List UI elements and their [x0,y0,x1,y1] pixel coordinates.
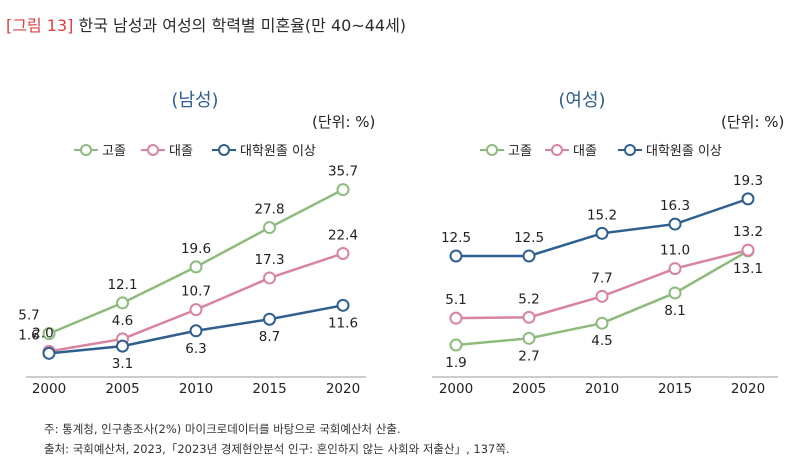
data-point [263,312,276,326]
data-point [449,338,463,352]
x-tick-label: 2010 [585,381,619,397]
data-point [595,289,609,303]
data-label: 1.9 [445,355,466,371]
data-label: 1.6 [18,327,39,343]
x-tick-label: 2010 [179,381,213,397]
data-label: 12.5 [514,230,544,246]
panel-subtitle: (여성) [558,90,605,111]
data-label: 5.2 [518,291,539,307]
data-label: 4.5 [591,333,612,349]
legend-label: 대졸 [169,144,193,159]
data-point [116,339,129,353]
x-tick-label: 2015 [252,381,286,397]
data-point [668,286,682,300]
data-label: 13.1 [733,261,763,277]
data-label: 22.4 [328,227,358,243]
data-label: 11.6 [328,315,358,331]
data-point [336,183,350,197]
data-label: 15.2 [587,207,617,223]
data-point [263,271,276,285]
data-label: 4.6 [112,313,133,329]
source-text: 출처: 국회예산처, 2023,「2023년 경제현안분석 인구: 혼인하지 않… [44,442,510,456]
data-point [741,192,755,206]
data-point [449,249,463,263]
data-label: 12.5 [441,230,471,246]
legend-label: 고졸 [102,144,126,159]
data-point [741,243,755,257]
x-tick-label: 2020 [326,381,360,397]
legend-marker [218,144,230,156]
data-point [336,298,350,312]
legend-label: 고졸 [508,144,532,159]
x-tick-label: 2020 [731,381,765,397]
panel-subtitle: (남성) [171,90,218,111]
data-label: 17.3 [254,252,284,268]
data-label: 7.7 [591,270,612,286]
data-point [668,262,682,276]
legend-marker [147,144,159,156]
data-label: 2.7 [518,348,539,364]
data-point [595,316,609,330]
x-tick-label: 2000 [32,381,66,397]
chart-canvas: (남성) (단위: %) 고졸 대졸 대학원졸 이상 2000 2005 2010 2015 20… [18,90,784,397]
legend-marker [624,144,636,156]
data-label: 27.8 [254,202,284,218]
data-label: 3.1 [112,356,133,372]
data-point [522,331,536,345]
legend-marker [486,144,498,156]
data-point [42,346,56,360]
data-label: 2.0 [32,325,53,341]
data-label: 13.2 [733,224,763,240]
data-point [42,327,56,341]
legend-label: 대졸 [573,144,597,159]
figure-label: [그림 13] [6,16,74,35]
data-label: 11.0 [660,243,690,259]
data-point [522,310,536,324]
data-label: 19.3 [733,173,763,189]
figure-title: [그림 13] 한국 남성과 여성의 학력별 미혼율(만 40~44세) [6,12,406,36]
data-label: 6.3 [185,341,206,357]
x-tick-label: 2015 [658,381,692,397]
data-label: 35.7 [328,164,358,180]
data-label: 8.1 [664,303,685,319]
data-point [449,311,463,325]
data-point [189,260,203,274]
data-label: 5.1 [445,292,466,308]
x-tick-label: 2005 [512,381,546,397]
figure-title-text: 한국 남성과 여성의 학력별 미혼율(만 40~44세) [78,16,407,35]
data-label: 10.7 [181,284,211,300]
data-label: 5.7 [18,308,39,324]
x-tick-label: 2000 [439,381,473,397]
data-point [595,226,609,240]
data-label: 19.6 [181,241,211,257]
data-point [189,324,203,338]
data-label: 12.1 [107,277,137,293]
data-point [668,217,682,231]
data-point [189,303,203,317]
unit-label: (단위: %) [312,113,375,131]
data-point [116,296,129,310]
unit-label: (단위: %) [721,113,784,131]
legend-label: 대학원졸 이상 [240,144,316,159]
data-label: 8.7 [259,329,280,345]
data-point [522,249,536,263]
data-point [263,221,276,235]
legend-label: 대학원졸 이상 [646,144,722,159]
note-text: 주: 통계청, 인구총조사(2%) 마이크로데이터를 바탕으로 국회예산처 산출… [44,422,401,436]
x-tick-label: 2005 [105,381,139,397]
data-label: 16.3 [660,198,690,214]
legend-marker [551,144,563,156]
data-point [336,246,350,260]
notes-block: 주: 통계청, 인구총조사(2%) 마이크로데이터를 바탕으로 국회예산처 산출… [44,419,510,459]
legend-marker [80,144,92,156]
